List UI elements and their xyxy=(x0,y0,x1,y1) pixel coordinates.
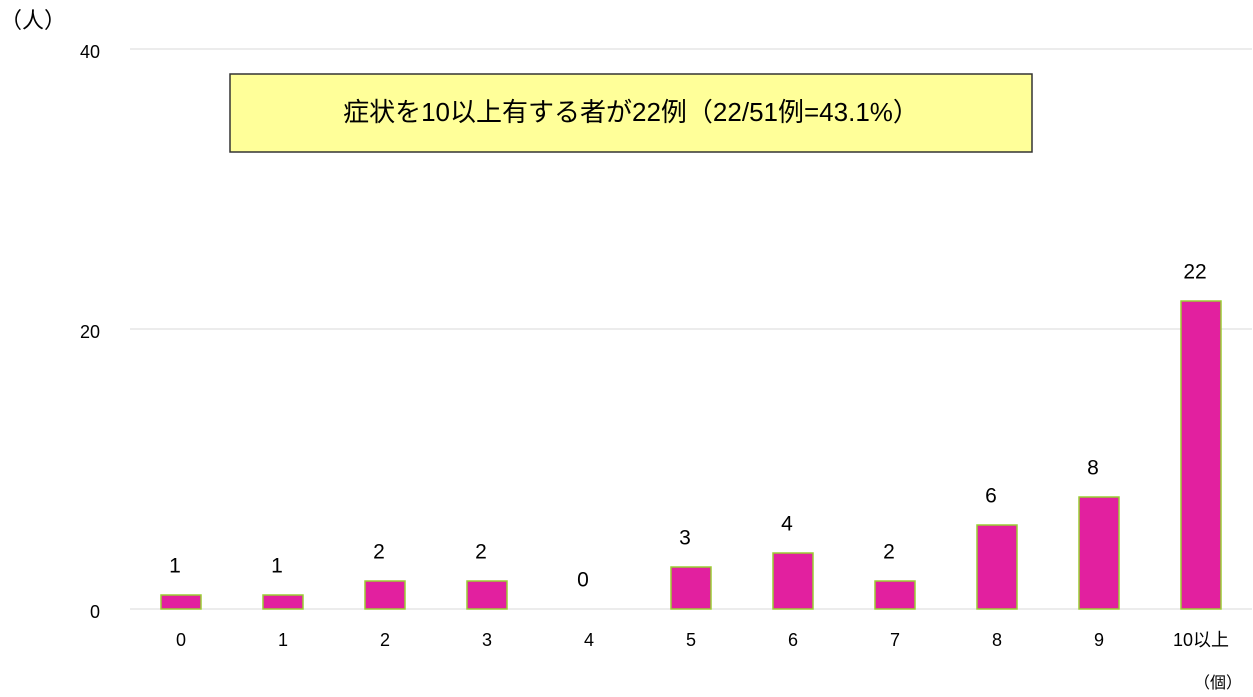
x-tick-label: 1 xyxy=(278,630,288,650)
data-label: 1 xyxy=(271,555,283,578)
bar xyxy=(1180,300,1222,610)
data-label: 4 xyxy=(781,513,793,536)
bar xyxy=(364,580,406,610)
data-label: 2 xyxy=(475,541,487,564)
x-tick-label: 7 xyxy=(890,630,900,650)
data-label: 2 xyxy=(373,541,385,564)
data-label: 22 xyxy=(1183,261,1206,284)
y-tick-label: 0 xyxy=(90,602,100,622)
x-tick-label: 10以上 xyxy=(1173,630,1229,650)
bar xyxy=(1078,496,1120,610)
data-label: 8 xyxy=(1087,457,1099,480)
bar xyxy=(466,580,508,610)
x-tick-label: 3 xyxy=(482,630,492,650)
x-tick-label: 5 xyxy=(686,630,696,650)
x-tick-label: 4 xyxy=(584,630,594,650)
data-label: 1 xyxy=(169,555,181,578)
bar xyxy=(670,566,712,610)
data-label: 0 xyxy=(577,569,589,592)
x-axis-label: （個） xyxy=(1194,674,1242,692)
x-tick-label: 2 xyxy=(380,630,390,650)
bar xyxy=(874,580,916,610)
data-label: 6 xyxy=(985,485,997,508)
y-tick-label: 20 xyxy=(80,322,100,342)
x-tick-label: 9 xyxy=(1094,630,1104,650)
y-tick-label: 40 xyxy=(80,42,100,62)
bar xyxy=(976,524,1018,610)
annotation: 症状を10以上有する者が22例（22/51例=43.1%） xyxy=(343,97,919,127)
y-axis-label: （人） xyxy=(0,8,66,33)
x-tick-label: 8 xyxy=(992,630,1002,650)
annotation-box xyxy=(229,73,1033,153)
bar xyxy=(262,594,304,610)
bar xyxy=(772,552,814,610)
bar xyxy=(160,594,202,610)
x-tick-label: 6 xyxy=(788,630,798,650)
x-tick-label: 0 xyxy=(176,630,186,650)
data-label: 3 xyxy=(679,527,691,550)
data-label: 2 xyxy=(883,541,895,564)
